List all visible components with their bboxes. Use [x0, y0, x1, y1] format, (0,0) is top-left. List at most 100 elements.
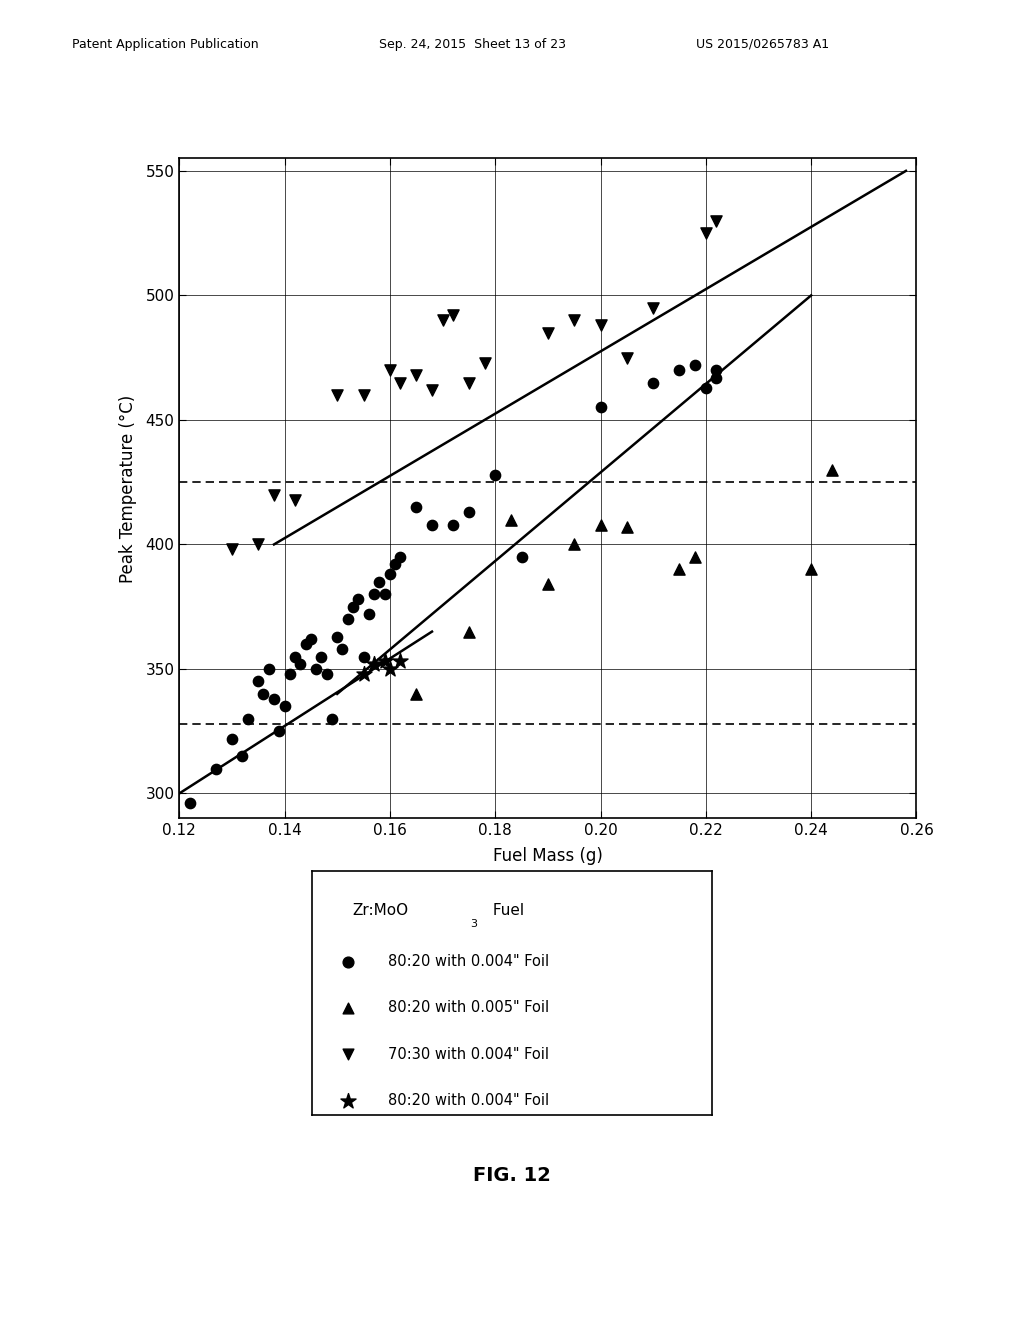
Point [329, 384, 345, 405]
Point [540, 574, 556, 595]
Point [340, 609, 356, 630]
Point [292, 653, 308, 675]
Point [697, 223, 714, 244]
Point [297, 634, 313, 655]
Text: Sep. 24, 2015  Sheet 13 of 23: Sep. 24, 2015 Sheet 13 of 23 [379, 37, 566, 50]
Point [618, 347, 635, 368]
Point [282, 664, 298, 685]
Point [408, 684, 424, 705]
Point [709, 367, 725, 388]
Point [255, 684, 271, 705]
Point [350, 589, 367, 610]
Point [566, 533, 583, 554]
Point [803, 558, 819, 579]
Text: Zr:MoO: Zr:MoO [352, 903, 409, 917]
Point [392, 546, 409, 568]
Point [645, 297, 662, 318]
Point [260, 659, 276, 680]
Point [424, 513, 440, 535]
Point [672, 359, 688, 380]
Point [687, 355, 703, 376]
Point [329, 626, 345, 647]
Point [334, 639, 350, 660]
Point [318, 664, 335, 685]
Point [566, 310, 583, 331]
Point [444, 513, 461, 535]
Point [513, 546, 529, 568]
Point [234, 746, 251, 767]
Point [540, 322, 556, 343]
Point [340, 1090, 356, 1111]
Point [266, 484, 283, 506]
Point [382, 359, 398, 380]
Point [324, 709, 340, 730]
Point [371, 572, 387, 593]
Point [355, 384, 372, 405]
Point [345, 597, 361, 618]
Point [240, 709, 256, 730]
Point [476, 352, 493, 374]
Point [444, 305, 461, 326]
Point [303, 628, 319, 649]
Point [340, 998, 356, 1019]
Point [377, 651, 393, 672]
Point [366, 653, 382, 675]
Point [313, 645, 330, 667]
X-axis label: Fuel Mass (g): Fuel Mass (g) [493, 846, 603, 865]
Point [355, 645, 372, 667]
Point [266, 688, 283, 709]
Point [340, 1044, 356, 1065]
Point [382, 564, 398, 585]
Point [340, 950, 356, 972]
Point [824, 459, 841, 480]
Point [250, 671, 266, 692]
Point [181, 793, 198, 814]
Point [592, 513, 608, 535]
Point [408, 496, 424, 517]
Point [697, 378, 714, 399]
Text: 80:20 with 0.004" Foil: 80:20 with 0.004" Foil [388, 1093, 549, 1109]
Point [287, 645, 303, 667]
Point [672, 558, 688, 579]
Text: Patent Application Publication: Patent Application Publication [72, 37, 258, 50]
Y-axis label: Peak Temperature (°C): Peak Temperature (°C) [119, 395, 137, 582]
Text: 70:30 with 0.004" Foil: 70:30 with 0.004" Foil [388, 1047, 549, 1061]
Point [592, 397, 608, 418]
Point [223, 729, 240, 750]
Point [355, 664, 372, 685]
Text: US 2015/0265783 A1: US 2015/0265783 A1 [696, 37, 829, 50]
Text: 80:20 with 0.005" Foil: 80:20 with 0.005" Foil [388, 1001, 549, 1015]
Point [308, 659, 325, 680]
Point [461, 372, 477, 393]
Point [387, 554, 403, 576]
Point [709, 359, 725, 380]
Point [461, 502, 477, 523]
Point [377, 583, 393, 605]
Text: FIG. 12: FIG. 12 [473, 1167, 551, 1185]
Point [709, 210, 725, 231]
Point [382, 659, 398, 680]
Point [250, 533, 266, 554]
Point [687, 546, 703, 568]
Point [487, 465, 504, 486]
Text: 3: 3 [470, 919, 477, 929]
Point [408, 364, 424, 385]
Point [645, 372, 662, 393]
Point [392, 372, 409, 393]
Text: Fuel: Fuel [488, 903, 524, 917]
Point [618, 516, 635, 537]
Point [360, 603, 377, 624]
Point [434, 310, 451, 331]
Point [223, 539, 240, 560]
Point [592, 314, 608, 335]
Point [424, 379, 440, 400]
Text: 80:20 with 0.004" Foil: 80:20 with 0.004" Foil [388, 954, 549, 969]
Point [208, 758, 224, 779]
Point [271, 721, 288, 742]
Point [366, 583, 382, 605]
Point [392, 651, 409, 672]
Point [461, 620, 477, 642]
Point [276, 696, 293, 717]
Point [503, 510, 519, 531]
Point [287, 488, 303, 510]
